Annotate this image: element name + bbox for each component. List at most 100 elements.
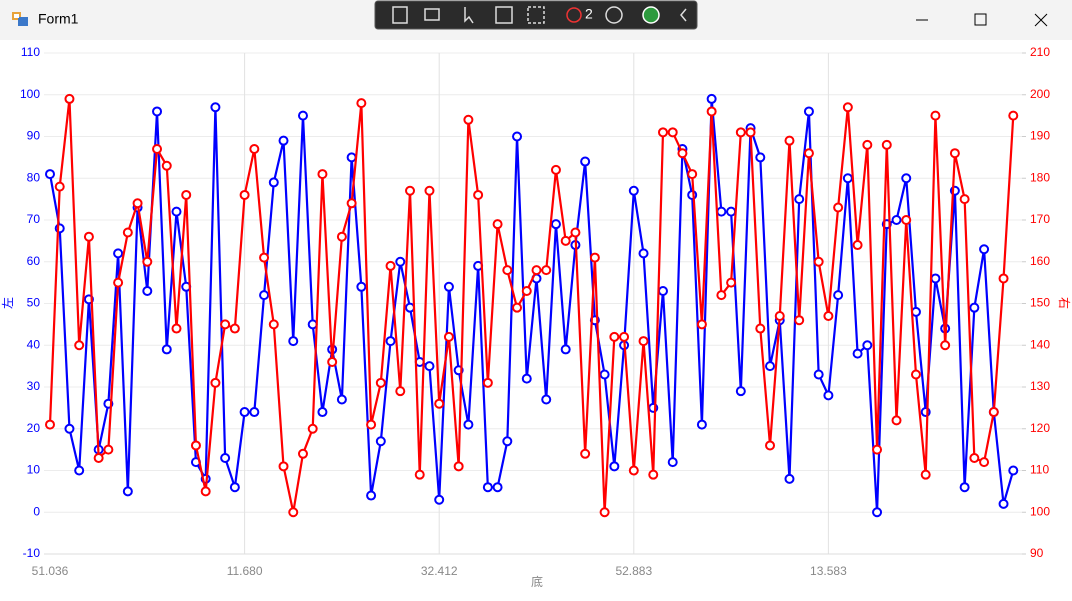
data-point xyxy=(346,198,357,209)
data-point xyxy=(638,248,649,259)
data-point xyxy=(346,152,357,163)
data-point xyxy=(356,281,367,292)
data-point xyxy=(560,344,571,355)
data-point xyxy=(959,482,970,493)
tool-icon[interactable] xyxy=(566,7,582,23)
data-point xyxy=(901,215,912,225)
y2-tick-label: 170 xyxy=(1030,212,1050,226)
data-point xyxy=(930,273,941,284)
y-tick-label: 70 xyxy=(27,212,41,226)
data-point xyxy=(210,102,221,113)
tool-icon[interactable] xyxy=(464,7,474,24)
window-title: Form1 xyxy=(38,11,79,27)
data-point xyxy=(833,290,844,301)
data-point xyxy=(288,336,299,347)
x-tick-label: 32.412 xyxy=(421,564,458,578)
data-point xyxy=(988,407,999,418)
tool-icon[interactable] xyxy=(527,6,545,24)
data-point xyxy=(550,219,561,230)
y2-tick-label: 180 xyxy=(1030,170,1050,184)
tool-icon[interactable] xyxy=(680,8,687,22)
data-point xyxy=(716,290,727,301)
tool-icon[interactable] xyxy=(642,6,660,24)
data-point xyxy=(998,498,1009,509)
data-point xyxy=(278,461,289,472)
y-tick-label: 10 xyxy=(27,463,41,477)
data-point xyxy=(726,206,737,217)
data-point xyxy=(599,369,610,380)
data-point xyxy=(414,469,425,480)
y-tick-label: 0 xyxy=(33,504,40,518)
data-point xyxy=(949,148,960,159)
data-point xyxy=(609,331,620,342)
data-point xyxy=(434,398,445,409)
data-point xyxy=(366,490,377,501)
data-point xyxy=(589,252,600,263)
data-point xyxy=(823,311,834,322)
data-point xyxy=(755,323,766,334)
data-point xyxy=(161,160,172,171)
data-point xyxy=(726,277,737,288)
data-point xyxy=(482,377,493,388)
data-point xyxy=(541,265,552,276)
data-point xyxy=(862,139,873,150)
tool-icon[interactable] xyxy=(424,8,440,21)
x-axis-title: 底 xyxy=(531,574,543,589)
data-point xyxy=(638,336,649,347)
data-point xyxy=(580,448,591,459)
data-point xyxy=(278,135,289,146)
data-point xyxy=(930,110,941,121)
data-point xyxy=(336,394,347,405)
data-point xyxy=(813,369,824,380)
tool-icon[interactable] xyxy=(392,6,408,24)
data-point xyxy=(385,336,396,347)
data-point xyxy=(560,235,571,246)
data-point xyxy=(229,323,240,334)
data-point xyxy=(405,302,416,313)
data-point xyxy=(803,106,814,117)
y2-tick-label: 110 xyxy=(1030,463,1049,477)
data-point xyxy=(609,461,620,472)
data-point xyxy=(969,302,980,313)
data-point xyxy=(424,185,435,196)
data-point xyxy=(220,452,231,463)
data-point xyxy=(920,469,931,480)
x-tick-label: 52.883 xyxy=(615,564,652,578)
tool-icon[interactable] xyxy=(605,6,623,24)
close-button[interactable] xyxy=(1034,13,1048,27)
data-point xyxy=(74,465,85,476)
data-point xyxy=(492,482,503,493)
data-point xyxy=(395,256,406,267)
x-tick-label: 13.583 xyxy=(810,564,847,578)
maximize-button[interactable] xyxy=(974,13,987,26)
y-tick-label: 80 xyxy=(27,170,41,184)
x-tick-label: 11.680 xyxy=(227,564,263,578)
y-axis-title: 左 xyxy=(0,297,15,309)
data-point xyxy=(657,127,668,138)
data-point xyxy=(521,373,532,384)
data-point xyxy=(959,194,970,205)
data-point xyxy=(706,93,717,104)
y2-tick-label: 100 xyxy=(1030,504,1050,518)
data-point xyxy=(541,394,552,405)
data-point xyxy=(794,194,805,205)
data-point xyxy=(842,102,853,113)
data-point xyxy=(463,419,474,430)
data-point xyxy=(862,340,873,351)
data-point xyxy=(940,340,951,351)
data-point xyxy=(113,277,124,288)
data-point xyxy=(891,215,902,225)
data-point xyxy=(784,473,795,484)
y2-tick-label: 190 xyxy=(1030,129,1050,143)
data-point xyxy=(502,265,513,276)
data-point xyxy=(239,407,250,418)
data-point xyxy=(667,127,678,138)
data-point xyxy=(794,315,805,326)
data-point xyxy=(181,189,192,200)
x-tick-label: 51.036 xyxy=(32,564,69,578)
data-point xyxy=(142,285,153,296)
tool-icon[interactable] xyxy=(495,6,513,24)
data-point xyxy=(842,173,853,184)
app-icon xyxy=(12,12,28,26)
